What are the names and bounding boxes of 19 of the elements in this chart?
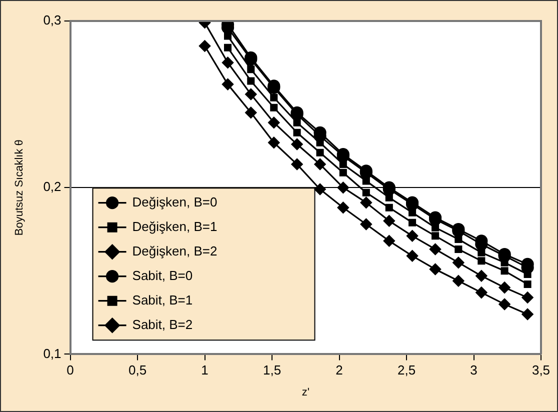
- x-axis-title: z': [302, 386, 310, 398]
- y-tick-label: 0,3: [43, 12, 62, 28]
- x-tick-label: 3,5: [532, 362, 550, 378]
- x-tick-label: 0,5: [128, 362, 147, 378]
- x-tick-label: 0: [66, 362, 74, 378]
- x-tick-label: 2,5: [397, 362, 416, 378]
- x-tick-label: 3: [470, 362, 478, 378]
- legend-label: Sabit, B=0: [132, 268, 193, 283]
- x-tick-label: 1: [201, 362, 208, 378]
- legend-label: Değişken, B=0: [132, 194, 218, 210]
- legend-label: Değişken, B=1: [132, 218, 218, 234]
- x-tick-label: 1,5: [262, 362, 282, 378]
- y-axis-title: Boyutsuz Sıcaklık θ: [14, 140, 26, 236]
- y-tick-label: 0,2: [43, 179, 62, 194]
- legend-label: Değişken, B=2: [132, 243, 218, 258]
- x-tick-label: 2: [336, 362, 343, 378]
- legend-label: Sabit, B=2: [132, 316, 193, 332]
- legend-label: Sabit, B=1: [132, 292, 193, 308]
- y-tick-label: 0,1: [43, 346, 62, 361]
